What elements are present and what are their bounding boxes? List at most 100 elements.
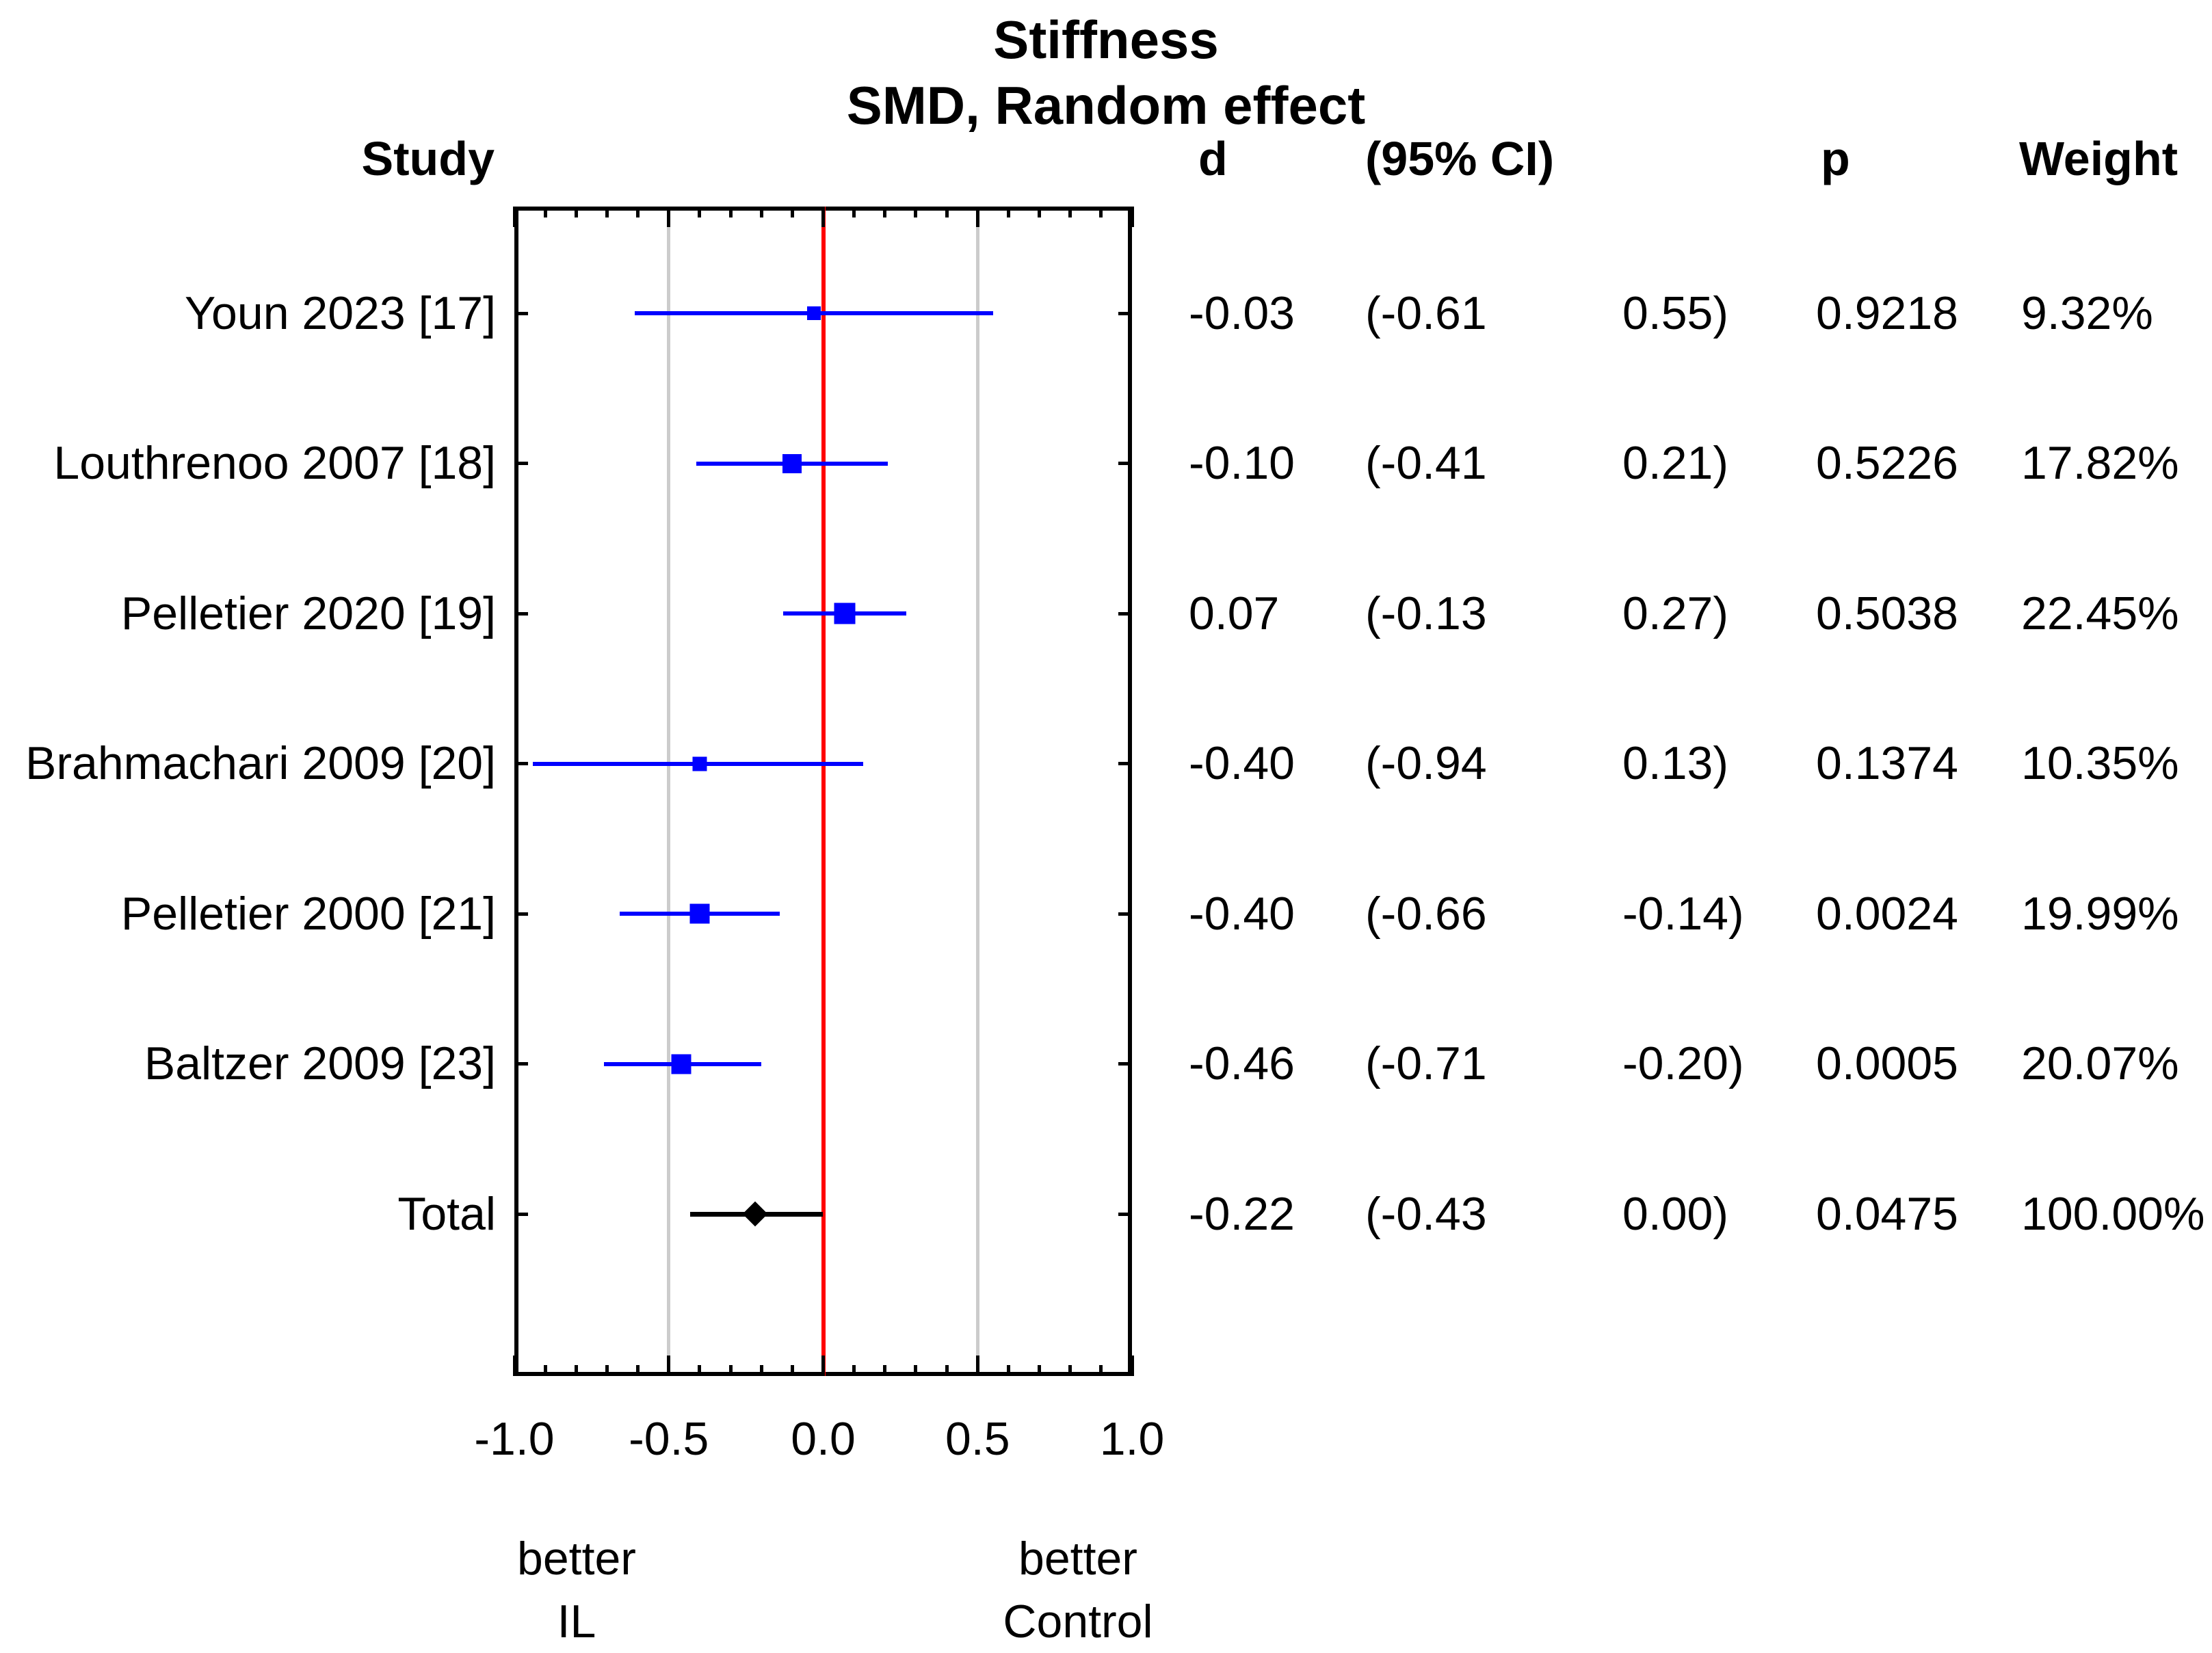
x-minor-tick <box>759 207 763 217</box>
x-minor-tick <box>1099 207 1103 217</box>
study-effect-marker <box>834 603 856 624</box>
x-minor-tick <box>574 207 578 217</box>
table-row: Brahmachari 2009 [20] -0.40 (-0.94 0.13)… <box>0 732 2212 794</box>
ci-upper: 0.55) <box>1622 287 1728 339</box>
study-label-total: Total <box>397 1188 496 1240</box>
x-minor-tick <box>605 1365 609 1376</box>
p-value: 0.1374 <box>1816 737 1958 789</box>
x-tick-label: 1.0 <box>1099 1413 1165 1465</box>
row-tick-left <box>514 611 528 616</box>
column-header-study: Study <box>361 132 495 185</box>
study-label: Pelletier 2000 [21] <box>120 888 496 940</box>
column-header-d: d <box>1198 132 1228 185</box>
row-tick-right <box>1118 311 1132 315</box>
x-major-tick <box>667 207 671 227</box>
row-tick-left <box>514 762 528 765</box>
row-tick-right <box>1118 462 1132 465</box>
axis-note-better-il: better IL <box>406 1527 748 1653</box>
study-effect-marker <box>689 903 710 924</box>
ci-lower: (-0.41 <box>1365 437 1487 489</box>
gridline <box>667 207 671 1376</box>
x-minor-tick <box>728 207 733 217</box>
p-value: 0.0005 <box>1816 1037 1958 1089</box>
column-header-ci: (95% CI) <box>1365 132 1555 185</box>
x-minor-tick <box>698 1365 702 1376</box>
x-minor-tick <box>543 1365 547 1376</box>
row-tick-left <box>514 462 528 465</box>
x-major-tick <box>667 1356 671 1376</box>
study-label: Baltzer 2009 [23] <box>144 1037 496 1089</box>
x-minor-tick <box>852 1365 856 1376</box>
gridline <box>975 207 979 1376</box>
p-value: 0.0024 <box>1816 888 1958 940</box>
p-value: 0.5226 <box>1816 437 1958 489</box>
x-minor-tick <box>636 207 640 217</box>
d-value: 0.07 <box>1189 587 1280 639</box>
weight-value: 20.07% <box>2021 1037 2179 1089</box>
x-major-tick <box>975 207 979 227</box>
study-label: Louthrenoo 2007 [18] <box>53 437 496 489</box>
weight-value: 17.82% <box>2021 437 2179 489</box>
x-minor-tick <box>605 207 609 217</box>
x-minor-tick <box>883 1365 887 1376</box>
table-row: Pelletier 2000 [21] -0.40 (-0.66 -0.14) … <box>0 883 2212 944</box>
row-tick-right <box>1118 912 1132 916</box>
x-major-tick <box>1130 1356 1134 1376</box>
x-minor-tick <box>1038 1365 1042 1376</box>
x-minor-tick <box>636 1365 640 1376</box>
x-minor-tick <box>790 207 794 217</box>
x-minor-tick <box>790 1365 794 1376</box>
d-value: -0.03 <box>1189 287 1295 339</box>
x-minor-tick <box>852 207 856 217</box>
x-minor-tick <box>1006 1365 1010 1376</box>
x-minor-tick <box>728 1365 733 1376</box>
study-effect-marker <box>782 453 802 473</box>
study-effect-marker <box>692 756 707 771</box>
column-header-row: Study d (95% CI) p Weight <box>0 127 2212 190</box>
x-tick-label: -1.0 <box>474 1413 555 1465</box>
d-value: -0.22 <box>1189 1188 1295 1240</box>
axis-note-better-control: better Control <box>907 1527 1249 1653</box>
x-minor-tick <box>945 1365 949 1376</box>
x-tick-label: 0.5 <box>945 1413 1010 1465</box>
x-tick-label: 0.0 <box>791 1413 856 1465</box>
forest-plot-area <box>512 207 1134 1376</box>
ci-lower: (-0.13 <box>1365 587 1487 639</box>
weight-value: 9.32% <box>2021 287 2153 339</box>
table-row: Louthrenoo 2007 [18] -0.10 (-0.41 0.21) … <box>0 432 2212 494</box>
x-minor-tick <box>1006 207 1010 217</box>
p-value: 0.0475 <box>1816 1188 1958 1240</box>
study-effect-marker <box>806 306 821 320</box>
d-value: -0.40 <box>1189 888 1295 940</box>
axis-note-line: better <box>1018 1533 1137 1585</box>
weight-value: 22.45% <box>2021 587 2179 639</box>
ci-lower: (-0.43 <box>1365 1188 1487 1240</box>
x-major-tick <box>512 1356 516 1376</box>
axis-note-line: Control <box>1003 1596 1153 1648</box>
chart-title-block: Stiffness SMD, Random effect <box>616 7 1596 138</box>
axis-note-line: better <box>517 1533 636 1585</box>
study-label: Pelletier 2020 [19] <box>120 587 496 639</box>
x-minor-tick <box>759 1365 763 1376</box>
ci-lower: (-0.94 <box>1365 737 1487 789</box>
ci-upper: -0.14) <box>1622 888 1744 940</box>
x-major-tick <box>821 1356 825 1376</box>
x-minor-tick <box>1099 1365 1103 1376</box>
ci-upper: 0.27) <box>1622 587 1728 639</box>
x-minor-tick <box>945 207 949 217</box>
x-minor-tick <box>1068 207 1072 217</box>
row-tick-right <box>1118 762 1132 765</box>
row-tick-left <box>514 1212 528 1216</box>
ci-lower: (-0.71 <box>1365 1037 1487 1089</box>
table-row: Pelletier 2020 [19] 0.07 (-0.13 0.27) 0.… <box>0 583 2212 644</box>
row-tick-right <box>1118 1062 1132 1066</box>
ci-upper: 0.13) <box>1622 737 1728 789</box>
table-row: Youn 2023 [17] -0.03 (-0.61 0.55) 0.9218… <box>0 282 2212 344</box>
ci-upper: -0.20) <box>1622 1037 1744 1089</box>
x-minor-tick <box>574 1365 578 1376</box>
x-major-tick <box>1130 207 1134 227</box>
x-minor-tick <box>914 207 918 217</box>
study-label: Brahmachari 2009 [20] <box>25 737 496 789</box>
x-minor-tick <box>1068 1365 1072 1376</box>
chart-title: Stiffness <box>993 10 1219 70</box>
